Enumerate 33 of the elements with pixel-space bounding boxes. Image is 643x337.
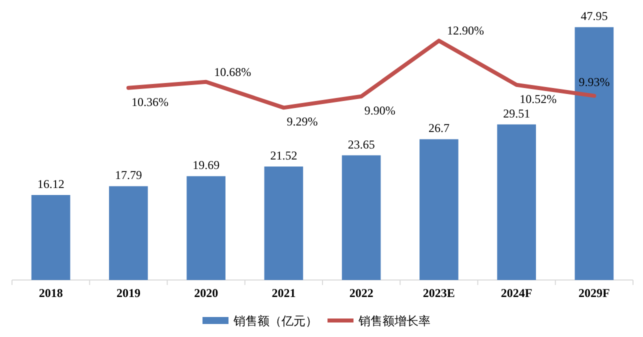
x-tick-label: 2019 xyxy=(116,286,140,300)
x-tick-label: 2022 xyxy=(349,286,374,300)
data-label: 19.69 xyxy=(192,158,220,172)
bar xyxy=(186,176,226,280)
x-tick-label: 2020 xyxy=(194,286,218,300)
bar xyxy=(574,27,614,280)
data-label: 21.52 xyxy=(270,148,298,163)
data-label: 12.90% xyxy=(446,24,484,38)
data-label: 10.68% xyxy=(214,64,252,79)
data-label: 17.79 xyxy=(114,168,142,182)
data-label: 9.29% xyxy=(286,114,318,129)
x-tick-label: 2029F xyxy=(578,286,610,300)
bar xyxy=(420,139,458,280)
data-label: 29.51 xyxy=(503,106,530,120)
x-tick-label: 2023E xyxy=(422,286,455,300)
data-label: 9.93% xyxy=(578,74,610,89)
data-label: 16.12 xyxy=(37,177,64,192)
data-label: 47.95 xyxy=(580,9,608,24)
bar xyxy=(31,195,70,280)
data-label: 9.90% xyxy=(364,103,396,118)
x-tick-label: 2024F xyxy=(500,286,532,300)
x-tick-label: 2018 xyxy=(38,286,63,300)
bar xyxy=(264,166,304,280)
data-label: 23.65 xyxy=(348,137,375,152)
data-label: 26.7 xyxy=(428,121,450,136)
data-label: 10.52% xyxy=(520,92,557,106)
data-label: 10.36% xyxy=(131,94,168,109)
bar xyxy=(497,124,536,280)
x-tick-label: 2021 xyxy=(272,286,296,300)
legend-label: 销售额增长率 xyxy=(358,314,430,328)
bar xyxy=(109,186,148,280)
bar xyxy=(342,155,381,280)
legend-label: 销售额（亿元） xyxy=(232,314,318,328)
